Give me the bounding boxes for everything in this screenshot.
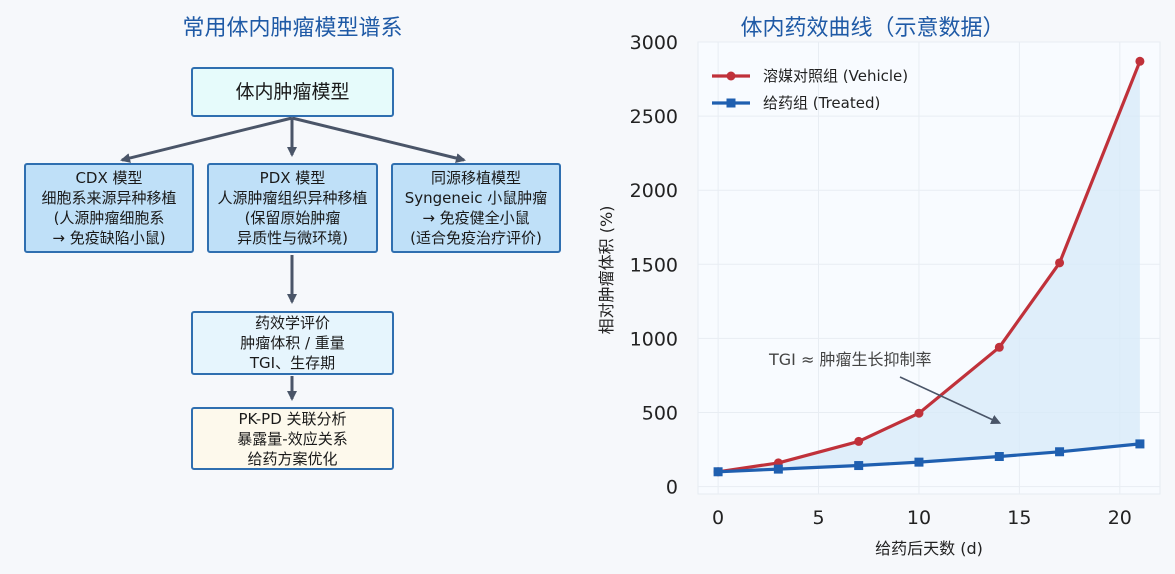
series-point-1 <box>914 457 924 467</box>
left-panel-title: 常用体内肿瘤模型谱系 <box>182 16 403 41</box>
legend: 溶媒对照组 (Vehicle) 给药组 (Treated) <box>712 67 908 112</box>
cdx-line: → 免疫缺陷小鼠) <box>52 229 166 247</box>
series-point-0 <box>914 408 924 418</box>
x-tick-label: 10 <box>907 507 931 529</box>
pdx-model-box: PDX 模型 人源肿瘤组织异种移植 (保留原始肿瘤 异质性与微环境) <box>207 163 378 253</box>
arrow-root-cdx <box>120 116 293 163</box>
x-tick-label: 0 <box>712 507 724 529</box>
y-tick-label: 500 <box>642 402 678 424</box>
legend-marker-1 <box>726 98 736 108</box>
pkpd-analysis-box: PK-PD 关联分析 暴露量-效应关系 给药方案优化 <box>191 407 394 470</box>
cdx-line: (人源肿瘤细胞系 <box>53 209 165 227</box>
pkpd-line: 暴露量-效应关系 <box>237 429 348 448</box>
cdx-line: 细胞系来源异种移植 <box>41 189 177 207</box>
series-point-1 <box>1135 439 1145 449</box>
root-model-label: 体内肿瘤模型 <box>235 81 350 103</box>
x-axis-label: 给药后天数 (d) <box>875 539 983 558</box>
flow-arrows <box>120 116 466 401</box>
tgi-annotation: TGI ≈ 肿瘤生长抑制率 <box>768 350 931 369</box>
y-tick-label: 2000 <box>630 180 678 202</box>
series-point-1 <box>1055 447 1065 457</box>
series-point-1 <box>854 461 864 471</box>
x-tick-label: 20 <box>1108 507 1132 529</box>
arrow-root-syngeneic <box>291 116 466 163</box>
syngeneic-line: 同源移植模型 <box>430 169 521 187</box>
series-point-1 <box>994 452 1004 462</box>
efficacy-line: TGI、生存期 <box>249 354 336 372</box>
pdx-line: 人源肿瘤组织异种移植 <box>217 189 368 207</box>
cdx-model-box: CDX 模型 细胞系来源异种移植 (人源肿瘤细胞系 → 免疫缺陷小鼠) <box>24 163 194 253</box>
series-point-0 <box>854 436 864 446</box>
legend-label-0: 溶媒对照组 (Vehicle) <box>763 67 908 85</box>
y-axis-label: 相对肿瘤体积 (%) <box>597 206 616 335</box>
series-point-0 <box>994 342 1004 352</box>
chart-title: 体内药效曲线（示意数据） <box>740 16 1005 41</box>
syngeneic-line: (适合免疫治疗评价) <box>410 229 542 247</box>
x-tick-label: 15 <box>1007 507 1031 529</box>
annotation-arrow <box>899 376 1002 425</box>
pdx-line: (保留原始肿瘤 <box>244 209 341 227</box>
y-tick-label: 1500 <box>630 254 678 276</box>
series-point-1 <box>773 464 783 474</box>
root-model-box: 体内肿瘤模型 <box>191 67 394 117</box>
syngeneic-model-box: 同源移植模型 Syngeneic 小鼠肿瘤 → 免疫健全小鼠 (适合免疫治疗评价… <box>391 163 561 253</box>
y-tick-label: 1000 <box>630 328 678 350</box>
y-tick-label: 2500 <box>630 106 678 128</box>
pkpd-line: 给药方案优化 <box>247 449 338 468</box>
y-tick-label: 3000 <box>630 32 678 54</box>
pdx-line: PDX 模型 <box>259 169 326 187</box>
efficacy-line: 药效学评价 <box>254 314 330 332</box>
y-tick-label: 0 <box>666 477 678 499</box>
series-point-0 <box>1135 56 1145 66</box>
efficacy-line: 肿瘤体积 / 重量 <box>240 334 345 352</box>
legend-label-1: 给药组 (Treated) <box>763 94 880 112</box>
efficacy-evaluation-box: 药效学评价 肿瘤体积 / 重量 TGI、生存期 <box>191 311 394 375</box>
legend-marker-0 <box>726 71 736 81</box>
x-tick-label: 5 <box>812 507 824 529</box>
tgi-fill-area <box>718 61 1140 472</box>
pdx-line: 异质性与微环境) <box>237 229 348 247</box>
syngeneic-line: → 免疫健全小鼠 <box>422 209 530 227</box>
cdx-line: CDX 模型 <box>75 169 143 187</box>
series-point-1 <box>713 467 723 477</box>
syngeneic-line: Syngeneic 小鼠肿瘤 <box>404 189 548 207</box>
pkpd-line: PK-PD 关联分析 <box>238 409 347 428</box>
series-point-0 <box>1055 258 1065 268</box>
